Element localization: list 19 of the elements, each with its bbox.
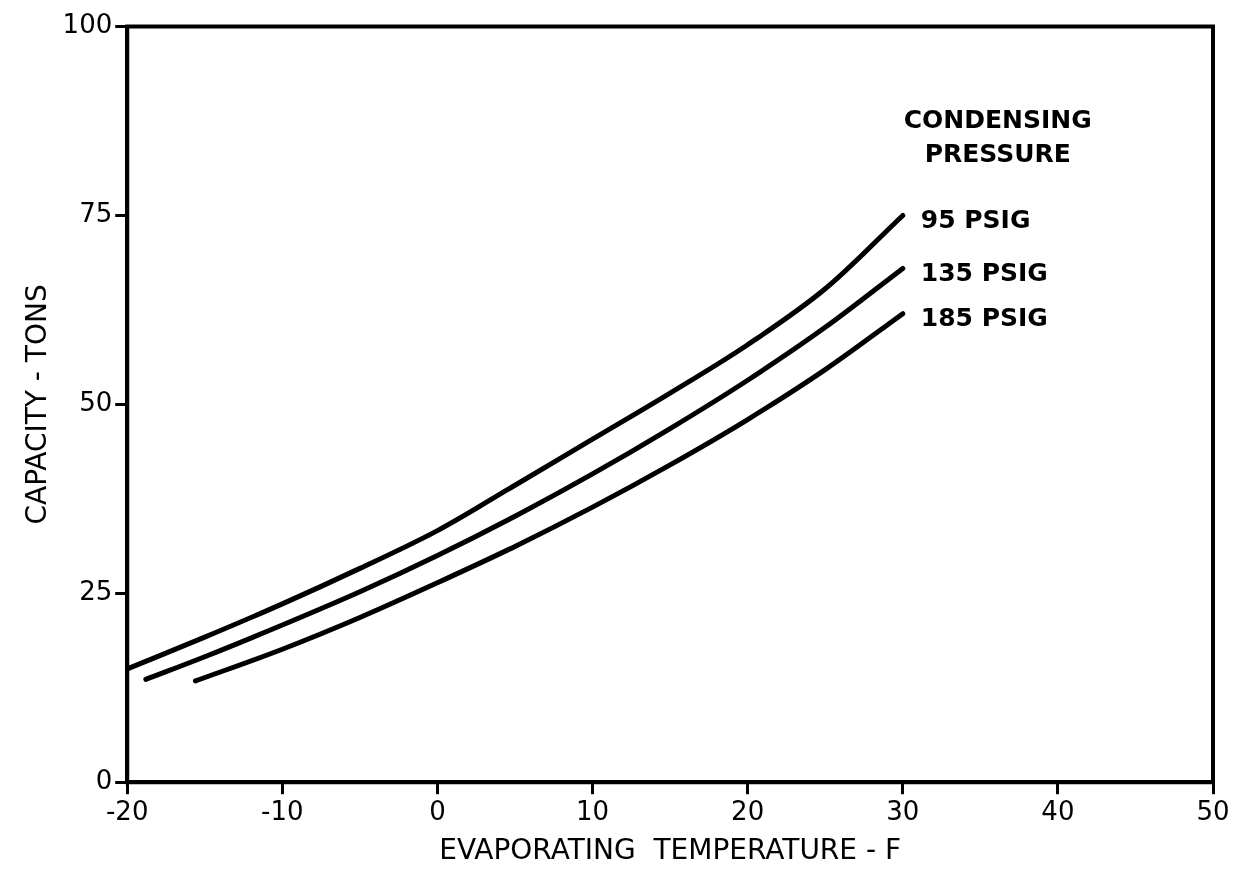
x-tick-label: 0: [429, 795, 446, 826]
y-tick-label: 75: [79, 198, 113, 229]
x-tick-label: -10: [261, 795, 304, 826]
y-tick-label: 25: [79, 576, 113, 607]
x-tick-label: 50: [1196, 795, 1230, 826]
x-axis-title: EVAPORATING TEMPERATURE - F: [439, 833, 902, 867]
y-tick-label: 0: [95, 764, 113, 795]
series-label: 135 PSIG: [920, 257, 1048, 287]
series-label: 95 PSIG: [920, 205, 1031, 234]
x-tick-label: 40: [1041, 795, 1075, 826]
y-tick-label: 100: [62, 9, 113, 40]
x-tick-label: -20: [105, 795, 149, 826]
y-tick-label: 50: [79, 387, 113, 418]
x-tick-label: 30: [886, 795, 920, 826]
legend-title: CONDENSING PRESSURE: [903, 105, 1092, 168]
series-label: 185 PSIG: [920, 303, 1048, 333]
x-tick-label: 10: [576, 795, 610, 826]
x-tick-label: 20: [731, 795, 765, 826]
y-axis-title: CAPACITY - TONS: [20, 284, 54, 525]
